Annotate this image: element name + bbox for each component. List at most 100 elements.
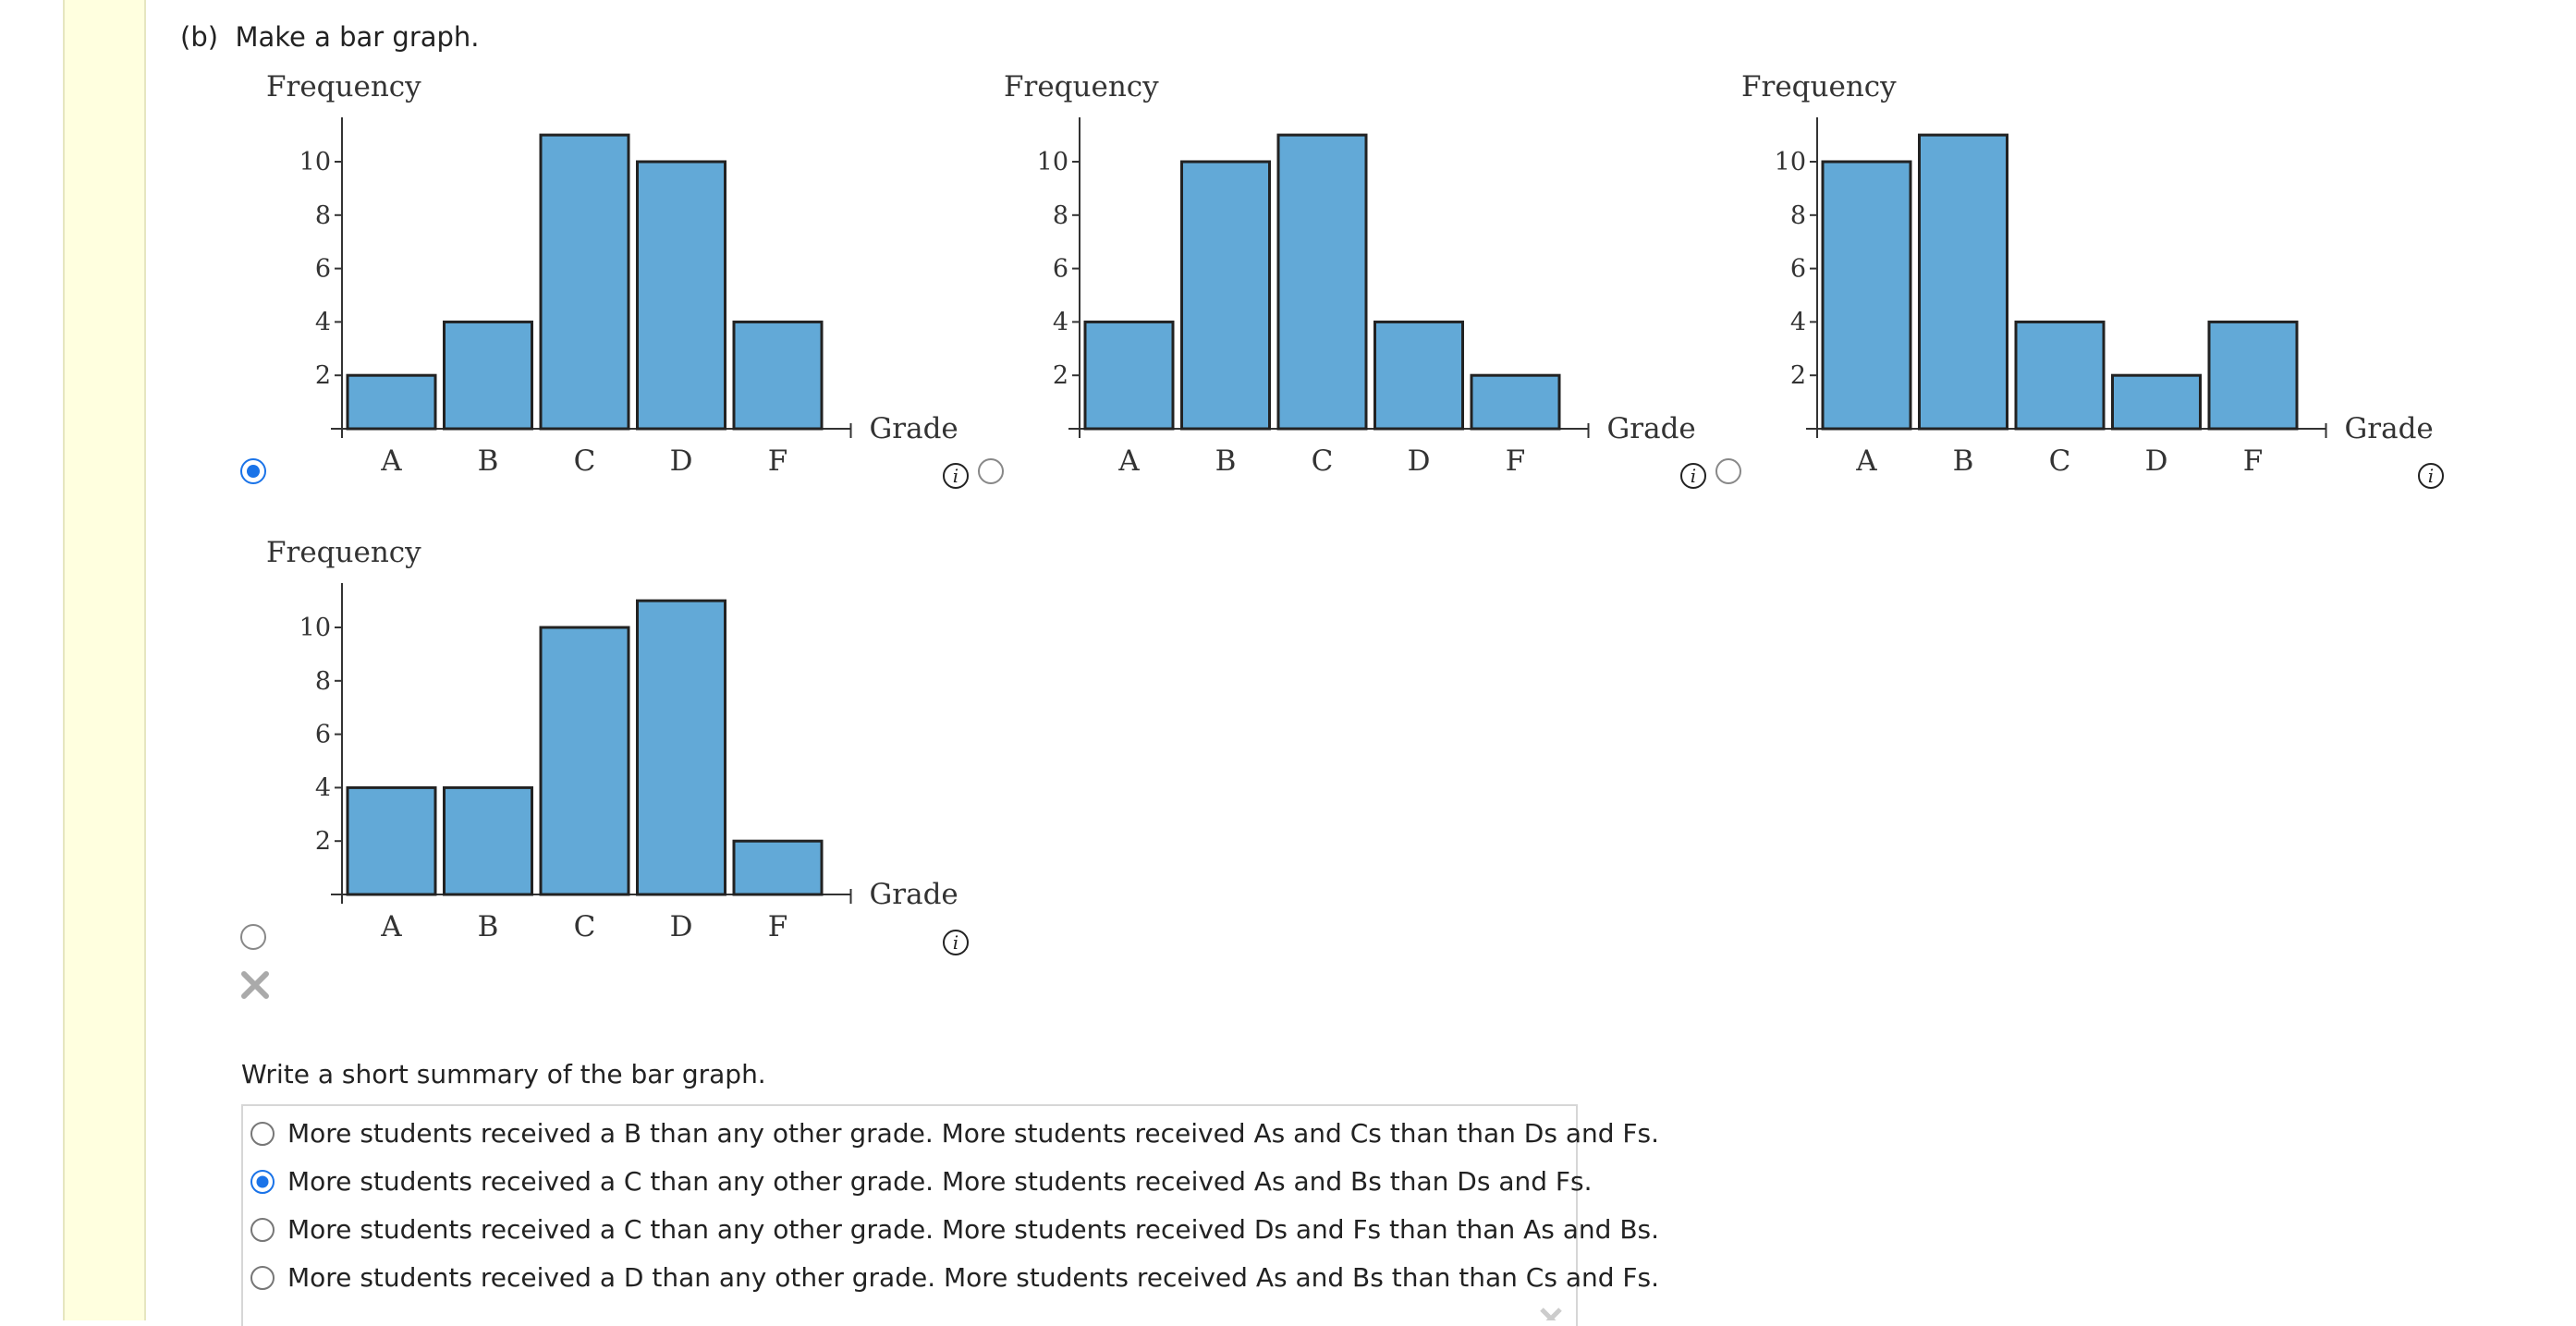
y-axis-label: Frequency: [266, 70, 421, 103]
x-tick-label: D: [670, 910, 693, 943]
y-axis-label: Frequency: [266, 536, 421, 569]
x-tick-label: D: [670, 444, 693, 478]
summary-option-3-radio[interactable]: [247, 1214, 278, 1246]
x-tick-label: F: [2243, 444, 2264, 478]
y-tick-label: 6: [1790, 255, 1806, 284]
x-tick-label: B: [1953, 444, 1974, 478]
bar-F: [1470, 373, 1561, 431]
info-icon[interactable]: i: [939, 459, 972, 493]
y-tick-label: 4: [315, 308, 331, 336]
summary-option-4-radio[interactable]: [247, 1262, 278, 1294]
x-tick-label: F: [1506, 444, 1526, 478]
info-circle: [943, 930, 969, 955]
bar-A: [1083, 320, 1175, 431]
x-axis-label: Grade: [870, 412, 958, 445]
summary-option-2[interactable]: More students received a C than any othe…: [247, 1159, 1592, 1205]
radio-dot: [247, 465, 260, 478]
bar-F: [2207, 320, 2299, 431]
x-mark-icon: [241, 971, 269, 999]
y-tick-label: 4: [315, 773, 331, 802]
y-tick-label: 8: [1790, 201, 1806, 230]
info-glyph: i: [953, 931, 958, 954]
y-axis-label: Frequency: [1741, 70, 1897, 103]
x-tick-label: D: [1408, 444, 1431, 478]
bar-D: [636, 160, 726, 431]
y-tick-label: 4: [1053, 308, 1068, 336]
radio-outer: [250, 1266, 275, 1290]
bar-graph-choice-3: Frequency 2 4 6 8 10 A B C D F Grade: [1715, 57, 2483, 492]
summary-option-4[interactable]: More students received a D than any othe…: [247, 1255, 1659, 1301]
radio-outer: [1715, 458, 1741, 484]
radio-outer: [240, 924, 266, 950]
bar-C: [2014, 320, 2106, 431]
x-tick-label: C: [574, 910, 596, 943]
x-tick-label: A: [1855, 444, 1877, 478]
bar-D: [1373, 320, 1464, 431]
y-tick-label: 4: [1790, 308, 1806, 336]
y-tick-label: 2: [315, 361, 331, 390]
x-tick-label: A: [380, 444, 402, 478]
summary-option-3[interactable]: More students received a C than any othe…: [247, 1207, 1659, 1253]
y-tick-label: 10: [1775, 148, 1806, 176]
bar-graph-choice-2-radio[interactable]: [974, 455, 1007, 488]
radio-outer: [250, 1122, 275, 1146]
radio-outer: [978, 458, 1004, 484]
summary-option-1-radio[interactable]: [247, 1118, 278, 1150]
bar-chart-svg: Frequency 2 4 6 8 10 A B C D F Grade: [266, 70, 958, 478]
bar-C: [539, 626, 630, 896]
info-icon[interactable]: i: [2414, 459, 2448, 493]
x-axis-label: Grade: [1607, 412, 1696, 445]
summary-option-1[interactable]: More students received a B than any othe…: [247, 1111, 1659, 1157]
y-tick-label: 6: [1053, 255, 1068, 284]
x-mark-stroke: [241, 971, 269, 999]
x-tick-label: B: [478, 444, 499, 478]
y-tick-label: 2: [1790, 361, 1806, 390]
x-tick-label: C: [1312, 444, 1334, 478]
x-tick-label: D: [2145, 444, 2168, 478]
bar-A: [346, 785, 437, 896]
info-icon[interactable]: i: [939, 926, 972, 959]
summary-prompt: Write a short summary of the bar graph.: [241, 1059, 766, 1089]
bar-B: [1180, 160, 1271, 431]
y-tick-label: 2: [315, 827, 331, 856]
y-tick-label: 6: [315, 721, 331, 749]
x-tick-label: B: [1215, 444, 1237, 478]
info-glyph: i: [953, 465, 958, 487]
y-tick-label: 8: [1053, 201, 1068, 230]
x-tick-label: F: [768, 910, 788, 943]
bar-chart-svg: Frequency 2 4 6 8 10 A B C D F Grade: [1741, 70, 2434, 478]
y-tick-label: 8: [315, 667, 331, 696]
bar-graph-choice-2: Frequency 2 4 6 8 10 A B C D F Grade: [978, 57, 1745, 492]
info-circle: [1680, 463, 1706, 489]
bar-graph-choice-3-radio[interactable]: [1712, 455, 1745, 488]
bar-B: [1918, 133, 2008, 431]
part-instruction: Make a bar graph.: [235, 21, 480, 53]
bar-A: [1821, 160, 1912, 431]
info-icon[interactable]: i: [1677, 459, 1710, 493]
bar-graph-choice-4-radio[interactable]: [237, 920, 270, 954]
y-axis-label: Frequency: [1004, 70, 1159, 103]
y-tick-label: 2: [1053, 361, 1068, 390]
bar-F: [732, 839, 824, 896]
summary-option-2-radio[interactable]: [247, 1166, 278, 1198]
bar-graph-choice-4: Frequency 2 4 6 8 10 A B C D F Grade: [240, 523, 1007, 957]
y-tick-label: 6: [315, 255, 331, 284]
x-tick-label: C: [574, 444, 596, 478]
x-tick-label: F: [768, 444, 788, 478]
left-margin-bar: [63, 0, 146, 1320]
close-icon: [1540, 1308, 1562, 1320]
summary-option-1-text: More students received a B than any othe…: [287, 1118, 1660, 1149]
bar-graph-choice-1-radio[interactable]: [237, 455, 270, 488]
question-part-heading: (b) Make a bar graph.: [180, 20, 480, 54]
x-axis-label: Grade: [870, 878, 958, 911]
bar-chart-svg: Frequency 2 4 6 8 10 A B C D F Grade: [1004, 70, 1696, 478]
bar-B: [443, 785, 533, 896]
close-icon-stroke: [1540, 1308, 1562, 1320]
bar-D: [636, 599, 726, 896]
summary-option-3-text: More students received a C than any othe…: [287, 1214, 1660, 1245]
x-tick-label: C: [2049, 444, 2071, 478]
x-tick-label: B: [478, 910, 499, 943]
bar-F: [732, 320, 824, 431]
bar-A: [346, 373, 437, 431]
y-tick-label: 10: [299, 614, 331, 642]
